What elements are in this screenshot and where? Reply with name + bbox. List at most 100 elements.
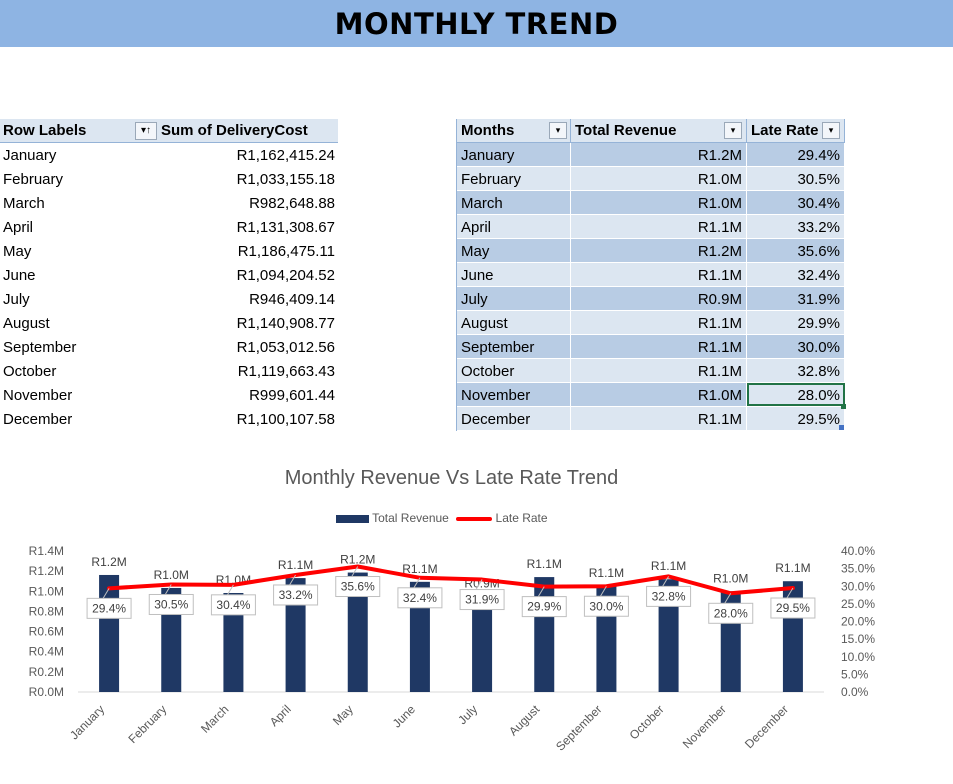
late-rate-cell[interactable]: 32.8% [747, 359, 845, 382]
revenue-bar[interactable] [720, 591, 741, 692]
table-resize-handle[interactable] [839, 425, 844, 430]
revenue-late-rate-table[interactable]: Months ▾ Total Revenue ▾ Late Rate ▾ Jan… [456, 119, 846, 431]
selected-late-rate-cell[interactable]: 28.0% [747, 383, 845, 406]
table-row[interactable]: July R0.9M 31.9% [457, 287, 845, 311]
month-cell[interactable]: November [457, 383, 571, 406]
month-cell[interactable]: August [457, 311, 571, 334]
month-cell[interactable]: July [457, 287, 571, 310]
pivot-row[interactable]: August R1,140,908.77 [0, 311, 338, 335]
revenue-bar[interactable] [534, 577, 555, 692]
late-rate-cell[interactable]: 31.9% [747, 287, 845, 310]
late-rate-cell[interactable]: 29.9% [747, 311, 845, 334]
revenue-data-label: R1.2M [91, 555, 126, 569]
revenue-filter-dropdown-icon[interactable]: ▾ [724, 122, 742, 139]
month-cell[interactable]: January [457, 143, 571, 166]
pivot-row-month: November [3, 387, 73, 404]
table-row[interactable]: March R1.0M 30.4% [457, 191, 845, 215]
late-rate-cell[interactable]: 35.6% [747, 239, 845, 262]
table-row[interactable]: November R1.0M 28.0% [457, 383, 845, 407]
pivot-row[interactable]: January R1,162,415.24 [0, 143, 338, 167]
revenue-data-label: R0.9M [464, 577, 499, 591]
revenue-cell[interactable]: R1.2M [571, 143, 747, 166]
revenue-cell[interactable]: R1.2M [571, 239, 747, 262]
y-left-tick-label: R0.6M [29, 625, 64, 639]
revenue-cell[interactable]: R1.1M [571, 215, 747, 238]
revenue-cell[interactable]: R1.0M [571, 167, 747, 190]
revenue-bar[interactable] [99, 574, 120, 692]
table-row[interactable]: September R1.1M 30.0% [457, 335, 845, 359]
pivot-row[interactable]: March R982,648.88 [0, 191, 338, 215]
pivot-row[interactable]: April R1,131,308.67 [0, 215, 338, 239]
late-rate-callout [583, 595, 629, 617]
legend-line-swatch [456, 516, 493, 521]
months-filter-dropdown-icon[interactable]: ▾ [549, 122, 567, 139]
month-cell[interactable]: June [457, 263, 571, 286]
revenue-bar[interactable] [658, 579, 679, 692]
table-row[interactable]: December R1.1M 29.5% [457, 407, 845, 431]
revenue-data-label: R1.1M [651, 559, 686, 573]
pivot-row[interactable]: July R946,409.14 [0, 287, 338, 311]
pivot-row[interactable]: December R1,100,107.58 [0, 407, 338, 431]
revenue-bar[interactable] [285, 578, 306, 692]
pivot-row-month: June [3, 267, 36, 284]
revenue-cell[interactable]: R1.1M [571, 311, 747, 334]
late-rate-cell[interactable]: 32.4% [747, 263, 845, 286]
revenue-bar[interactable] [409, 581, 430, 692]
revenue-cell[interactable]: R1.1M [571, 263, 747, 286]
late-rate-line[interactable] [107, 564, 795, 596]
total-revenue-header[interactable]: Total Revenue ▾ [571, 119, 747, 142]
table-row[interactable]: May R1.2M 35.6% [457, 239, 845, 263]
late-rate-filter-dropdown-icon[interactable]: ▾ [822, 122, 840, 139]
y-right-tick-label: 10.0% [841, 650, 875, 664]
fill-handle[interactable] [841, 404, 846, 409]
late-rate-cell[interactable]: 29.4% [747, 143, 845, 166]
revenue-bar[interactable] [161, 587, 182, 692]
late-rate-cell[interactable]: 33.2% [747, 215, 845, 238]
month-cell[interactable]: September [457, 335, 571, 358]
legend-item-total-revenue: Total Revenue [336, 511, 449, 525]
month-cell[interactable]: December [457, 407, 571, 430]
late-rate-callout-leader [226, 584, 234, 596]
month-cell[interactable]: May [457, 239, 571, 262]
late-rate-cell[interactable]: 30.0% [747, 335, 845, 358]
delivery-cost-pivot[interactable]: Row Labels ▾↑ Sum of DeliveryCost Januar… [0, 119, 338, 431]
revenue-cell[interactable]: R1.1M [571, 407, 747, 430]
table-row[interactable]: February R1.0M 30.5% [457, 167, 845, 191]
pivot-row[interactable]: November R999,601.44 [0, 383, 338, 407]
late-rate-header-label: Late Rate [751, 122, 819, 139]
month-cell[interactable]: October [457, 359, 571, 382]
revenue-data-label: R1.1M [402, 562, 437, 576]
revenue-bar[interactable] [223, 592, 244, 692]
revenue-cell[interactable]: R1.0M [571, 191, 747, 214]
revenue-cell[interactable]: R1.0M [571, 383, 747, 406]
pivot-row[interactable]: October R1,119,663.43 [0, 359, 338, 383]
pivot-row[interactable]: May R1,186,475.11 [0, 239, 338, 263]
pivot-row[interactable]: June R1,094,204.52 [0, 263, 338, 287]
revenue-bar[interactable] [472, 596, 493, 692]
sort-filter-icon[interactable]: ▾↑ [135, 122, 157, 140]
revenue-cell[interactable]: R1.1M [571, 359, 747, 382]
x-category-label: July [455, 702, 480, 727]
pivot-row-labels-header: Row Labels [3, 122, 87, 139]
month-cell[interactable]: April [457, 215, 571, 238]
late-rate-cell[interactable]: 29.5% [747, 407, 845, 430]
table-row[interactable]: January R1.2M 29.4% [457, 143, 845, 167]
pivot-row[interactable]: September R1,053,012.56 [0, 335, 338, 359]
late-rate-header[interactable]: Late Rate ▾ [747, 119, 845, 142]
revenue-cell[interactable]: R1.1M [571, 335, 747, 358]
table-row[interactable]: June R1.1M 32.4% [457, 263, 845, 287]
month-cell[interactable]: March [457, 191, 571, 214]
revenue-bar[interactable] [782, 581, 803, 692]
table-row[interactable]: April R1.1M 33.2% [457, 215, 845, 239]
revenue-bar[interactable] [596, 585, 617, 692]
revenue-bar[interactable] [347, 572, 368, 692]
table-row[interactable]: October R1.1M 32.8% [457, 359, 845, 383]
months-header[interactable]: Months ▾ [457, 119, 571, 142]
pivot-row[interactable]: February R1,033,155.18 [0, 167, 338, 191]
y-right-tick-label: 5.0% [841, 667, 869, 681]
month-cell[interactable]: February [457, 167, 571, 190]
late-rate-cell[interactable]: 30.5% [747, 167, 845, 190]
table-row[interactable]: August R1.1M 29.9% [457, 311, 845, 335]
late-rate-cell[interactable]: 30.4% [747, 191, 845, 214]
revenue-cell[interactable]: R0.9M [571, 287, 747, 310]
